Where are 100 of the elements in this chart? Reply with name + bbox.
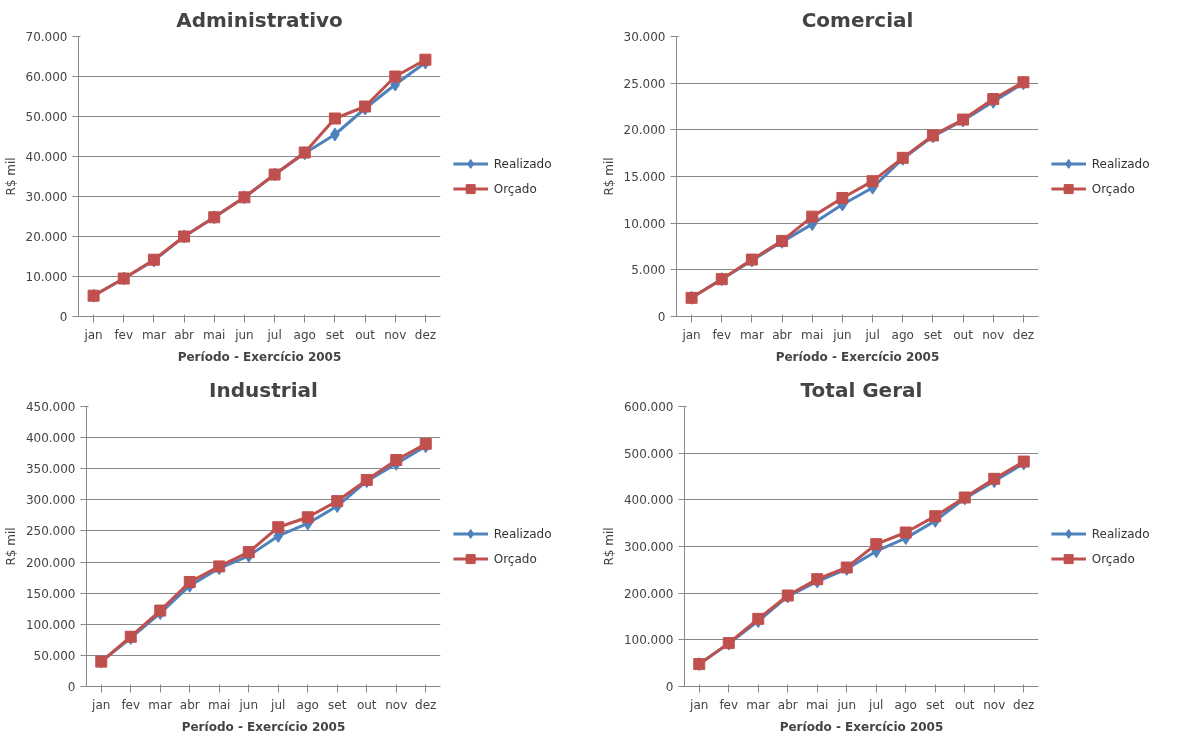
x-axis-title: Período - Exercício 2005 xyxy=(177,349,342,364)
legend-label: Orçado xyxy=(493,182,537,197)
y-tick-label: 300.000 xyxy=(623,540,674,554)
x-tick-label: mai xyxy=(208,697,231,712)
y-tick-label: 50.000 xyxy=(25,110,68,124)
point xyxy=(390,454,403,467)
x-tick-label: mar xyxy=(148,697,173,712)
x-tick-label: fev xyxy=(114,327,134,342)
x-tick-label: fev xyxy=(719,697,739,712)
y-tick-label: 10.000 xyxy=(623,216,666,231)
x-tick-label: jan xyxy=(681,327,701,342)
point xyxy=(806,210,819,223)
legend-label: Orçado xyxy=(1091,552,1135,567)
y-tick-label: 0 xyxy=(67,680,76,694)
x-tick-label: mar xyxy=(746,697,771,712)
chart-title: Comercial xyxy=(801,7,914,32)
point xyxy=(870,538,883,551)
x-tick-label: fev xyxy=(712,327,732,342)
legend-label: Orçado xyxy=(493,552,537,567)
point xyxy=(183,575,196,588)
y-axis-title: R$ mil xyxy=(601,157,616,196)
y-tick-label: 500.000 xyxy=(623,446,674,461)
legend-label: Realizado xyxy=(1091,156,1150,171)
x-tick-label: mai xyxy=(806,697,829,712)
point xyxy=(331,495,344,508)
y-tick-label: 350.000 xyxy=(25,462,76,477)
x-tick-label: ago xyxy=(296,697,319,712)
y-tick-label: 70.000 xyxy=(25,30,68,44)
point xyxy=(419,53,432,66)
y-tick-label: 50.000 xyxy=(33,648,76,663)
x-tick-label: dez xyxy=(1012,327,1035,342)
point xyxy=(929,510,942,523)
y-tick-label: 0 xyxy=(665,680,674,694)
x-tick-label: nov xyxy=(385,697,408,712)
y-tick-label: 400.000 xyxy=(623,493,674,508)
point xyxy=(752,612,765,625)
y-tick-label: 0 xyxy=(59,310,68,324)
point xyxy=(242,546,255,559)
legend-label: Realizado xyxy=(493,526,552,541)
x-tick-label: abr xyxy=(777,697,798,712)
x-tick-label: abr xyxy=(179,697,200,712)
y-tick-label: 30.000 xyxy=(25,190,68,204)
point xyxy=(836,191,849,204)
y-tick-label: 600.000 xyxy=(623,400,674,414)
x-tick-label: out xyxy=(356,697,377,712)
y-tick-label: 25.000 xyxy=(623,76,666,91)
y-tick-label: 200.000 xyxy=(25,555,76,570)
x-tick-label: jan xyxy=(91,697,111,712)
y-tick-label: 10.000 xyxy=(25,270,68,284)
y-tick-label: 60.000 xyxy=(25,70,68,84)
x-tick-label: ago xyxy=(293,327,316,342)
x-tick-label: abr xyxy=(174,327,195,342)
x-tick-label: set xyxy=(325,327,345,342)
y-tick-label: 200.000 xyxy=(623,586,674,601)
x-tick-label: out xyxy=(953,327,974,342)
y-tick-label: 20.000 xyxy=(25,230,68,244)
x-axis-title: Período - Exercício 2005 xyxy=(779,719,944,734)
chart-title: Administrativo xyxy=(176,7,343,32)
y-tick-label: 5.000 xyxy=(631,263,666,278)
x-tick-label: fev xyxy=(121,697,141,712)
point xyxy=(988,472,1001,485)
x-tick-label: set xyxy=(328,697,347,712)
x-tick-label: jul xyxy=(270,697,286,712)
x-tick-label: set xyxy=(923,327,943,342)
x-tick-label: set xyxy=(926,697,945,712)
point xyxy=(301,511,314,524)
legend-label: Orçado xyxy=(1091,182,1135,197)
x-tick-label: out xyxy=(355,327,376,342)
y-tick-label: 100.000 xyxy=(623,633,674,648)
point xyxy=(866,175,879,188)
x-tick-label: mai xyxy=(203,327,226,342)
x-tick-label: dez xyxy=(415,697,437,712)
y-tick-label: 400.000 xyxy=(25,431,76,446)
point xyxy=(419,437,432,450)
x-tick-label: ago xyxy=(894,697,917,712)
x-tick-label: ago xyxy=(891,327,914,342)
x-tick-label: jul xyxy=(266,327,282,342)
x-tick-label: dez xyxy=(414,327,437,342)
x-tick-label: dez xyxy=(1013,697,1035,712)
y-tick-label: 100.000 xyxy=(25,617,76,632)
x-tick-label: jan xyxy=(689,697,709,712)
x-tick-label: nov xyxy=(983,697,1006,712)
y-tick-label: 250.000 xyxy=(25,524,76,539)
point xyxy=(328,112,341,125)
legend-label: Realizado xyxy=(493,156,552,171)
x-tick-label: mar xyxy=(141,327,166,342)
legend-label: Realizado xyxy=(1091,526,1150,541)
x-tick-label: jan xyxy=(83,327,103,342)
y-tick-label: 15.000 xyxy=(623,170,666,184)
y-tick-label: 40.000 xyxy=(25,150,68,164)
y-tick-label: 20.000 xyxy=(623,123,666,138)
y-tick-label: 300.000 xyxy=(25,493,76,508)
y-tick-label: 0 xyxy=(657,310,666,324)
x-tick-label: nov xyxy=(384,327,407,342)
y-axis-title: R$ mil xyxy=(3,157,18,196)
chart-title: Industrial xyxy=(209,377,318,402)
x-tick-label: mai xyxy=(801,327,824,342)
x-tick-label: nov xyxy=(982,327,1005,342)
x-tick-label: abr xyxy=(772,327,793,342)
y-axis-title: R$ mil xyxy=(3,527,18,566)
